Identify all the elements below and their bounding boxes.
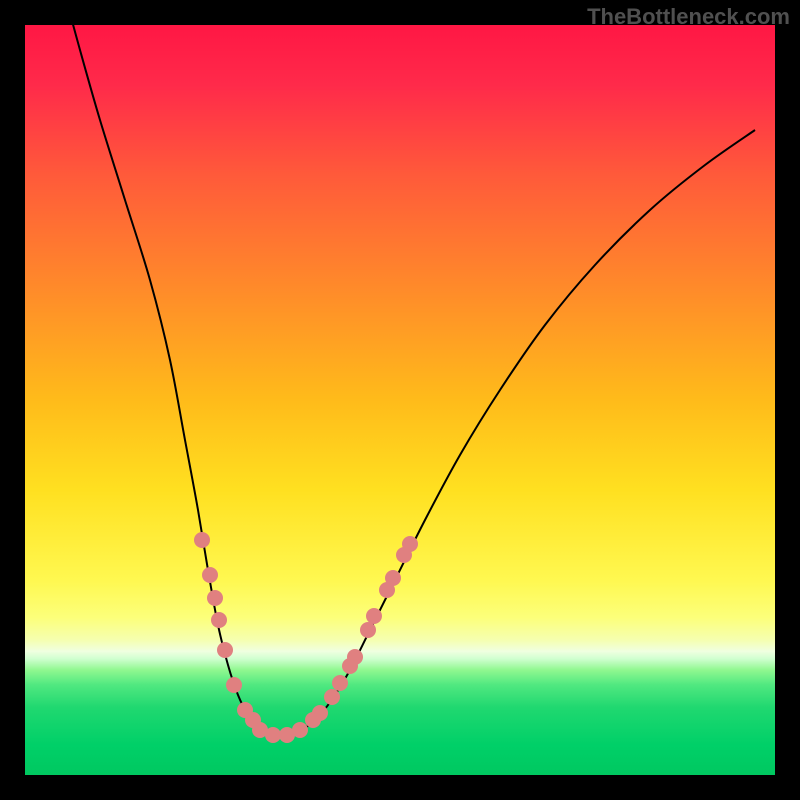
data-marker bbox=[226, 677, 242, 693]
data-marker bbox=[292, 722, 308, 738]
data-marker bbox=[207, 590, 223, 606]
data-marker bbox=[366, 608, 382, 624]
data-marker bbox=[332, 675, 348, 691]
data-marker bbox=[385, 570, 401, 586]
watermark-text: TheBottleneck.com bbox=[587, 4, 790, 30]
data-marker bbox=[265, 727, 281, 743]
data-marker bbox=[324, 689, 340, 705]
data-marker bbox=[402, 536, 418, 552]
chart-frame: TheBottleneck.com bbox=[0, 0, 800, 800]
data-marker bbox=[360, 622, 376, 638]
data-marker bbox=[211, 612, 227, 628]
gradient-background bbox=[25, 25, 775, 775]
data-marker bbox=[217, 642, 233, 658]
data-marker bbox=[312, 705, 328, 721]
data-marker bbox=[202, 567, 218, 583]
data-marker bbox=[347, 649, 363, 665]
data-marker bbox=[194, 532, 210, 548]
chart-svg bbox=[0, 0, 800, 800]
